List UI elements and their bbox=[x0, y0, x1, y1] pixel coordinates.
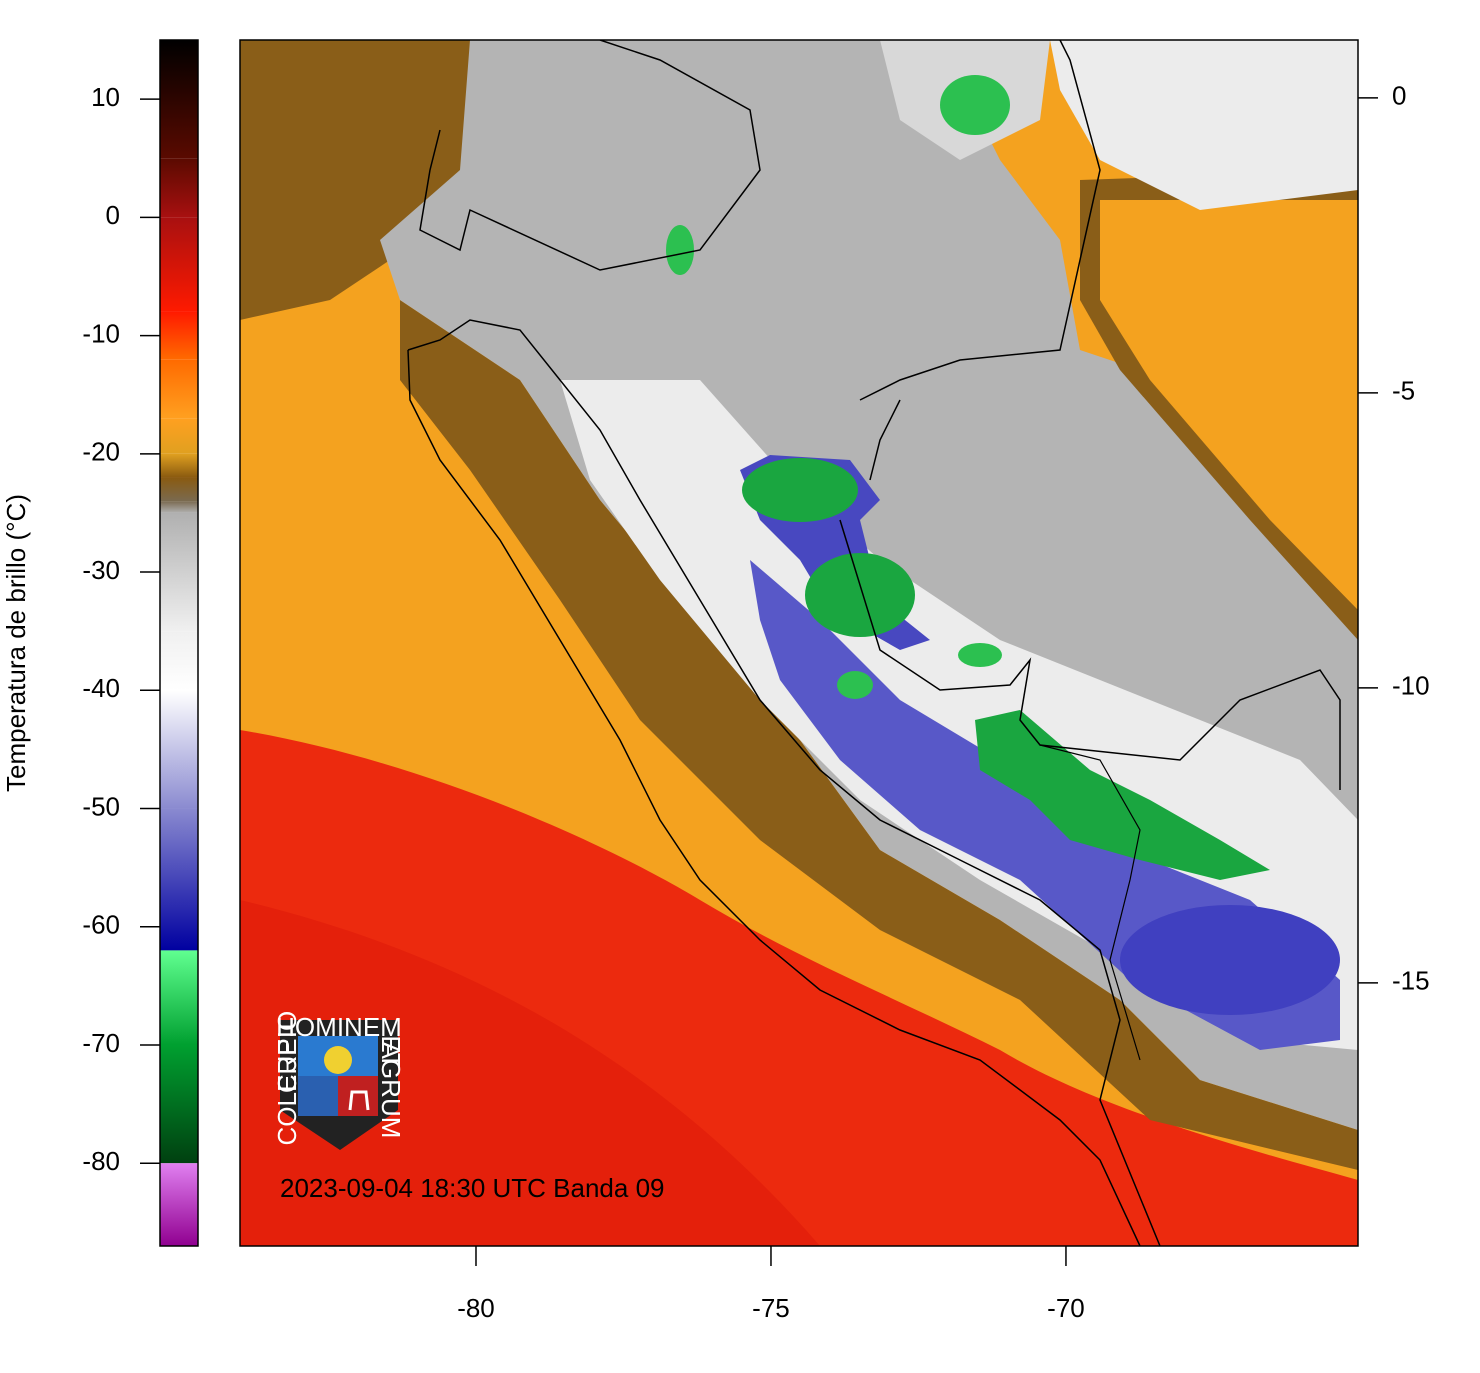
colorbar-tick-label: -40 bbox=[82, 673, 120, 703]
colorbar-tick-label: -50 bbox=[82, 791, 120, 821]
x-tick-label: -75 bbox=[752, 1293, 790, 1323]
colorbar-tick-label: -30 bbox=[82, 555, 120, 585]
x-tick-label: -70 bbox=[1047, 1293, 1085, 1323]
colorbar-segment bbox=[160, 158, 198, 218]
y-tick-label: -10 bbox=[1392, 671, 1430, 701]
colorbar-segment bbox=[160, 1045, 198, 1164]
colorbar-segment bbox=[160, 359, 198, 419]
map-frame bbox=[239, 39, 1359, 1247]
colorbar-segment bbox=[160, 477, 198, 502]
colorbar-segment bbox=[160, 631, 198, 691]
logo-text: AGRUM bbox=[376, 1042, 406, 1139]
colorbar-segment bbox=[160, 950, 198, 1045]
colorbar-label: Temperatura de brillo (°C) bbox=[1, 494, 31, 792]
colorbar-tick-label: -80 bbox=[82, 1146, 120, 1176]
satellite-image bbox=[240, 40, 1358, 1246]
colorbar-segment bbox=[160, 453, 198, 478]
colorbar-tick-label: -20 bbox=[82, 437, 120, 467]
colorbar-segment bbox=[160, 418, 198, 454]
y-tick-label: -15 bbox=[1392, 966, 1430, 996]
logo-text: CUPIO bbox=[272, 1011, 302, 1093]
colorbar-tick-label: 0 bbox=[106, 200, 120, 230]
map-annotation: 2023-09-04 18:30 UTC Banda 09 bbox=[280, 1173, 665, 1203]
colorbar-segment bbox=[160, 40, 198, 159]
colorbar-frame bbox=[159, 39, 199, 1247]
colorbar-tick-label: 10 bbox=[91, 82, 120, 112]
colorbar-segment bbox=[160, 808, 198, 951]
colorbar-tick-label: -60 bbox=[82, 910, 120, 940]
logo-text: HOMINEM bbox=[276, 1012, 402, 1042]
y-tick-label: 0 bbox=[1392, 81, 1406, 111]
colorbar-segment bbox=[160, 1163, 198, 1246]
colorbar-tick-label: -70 bbox=[82, 1028, 120, 1058]
logo-text: ET bbox=[376, 1035, 406, 1068]
logo-text: COLERE bbox=[272, 1039, 302, 1146]
colorbar-segment bbox=[160, 501, 198, 513]
colorbar-segment bbox=[160, 512, 198, 632]
colorbar-tick-label: -10 bbox=[82, 318, 120, 348]
y-tick-label: -5 bbox=[1392, 376, 1415, 406]
colorbar-segment bbox=[160, 217, 198, 312]
colorbar-segment bbox=[160, 690, 198, 809]
colorbar-segment bbox=[160, 311, 198, 360]
x-tick-label: -80 bbox=[457, 1293, 495, 1323]
